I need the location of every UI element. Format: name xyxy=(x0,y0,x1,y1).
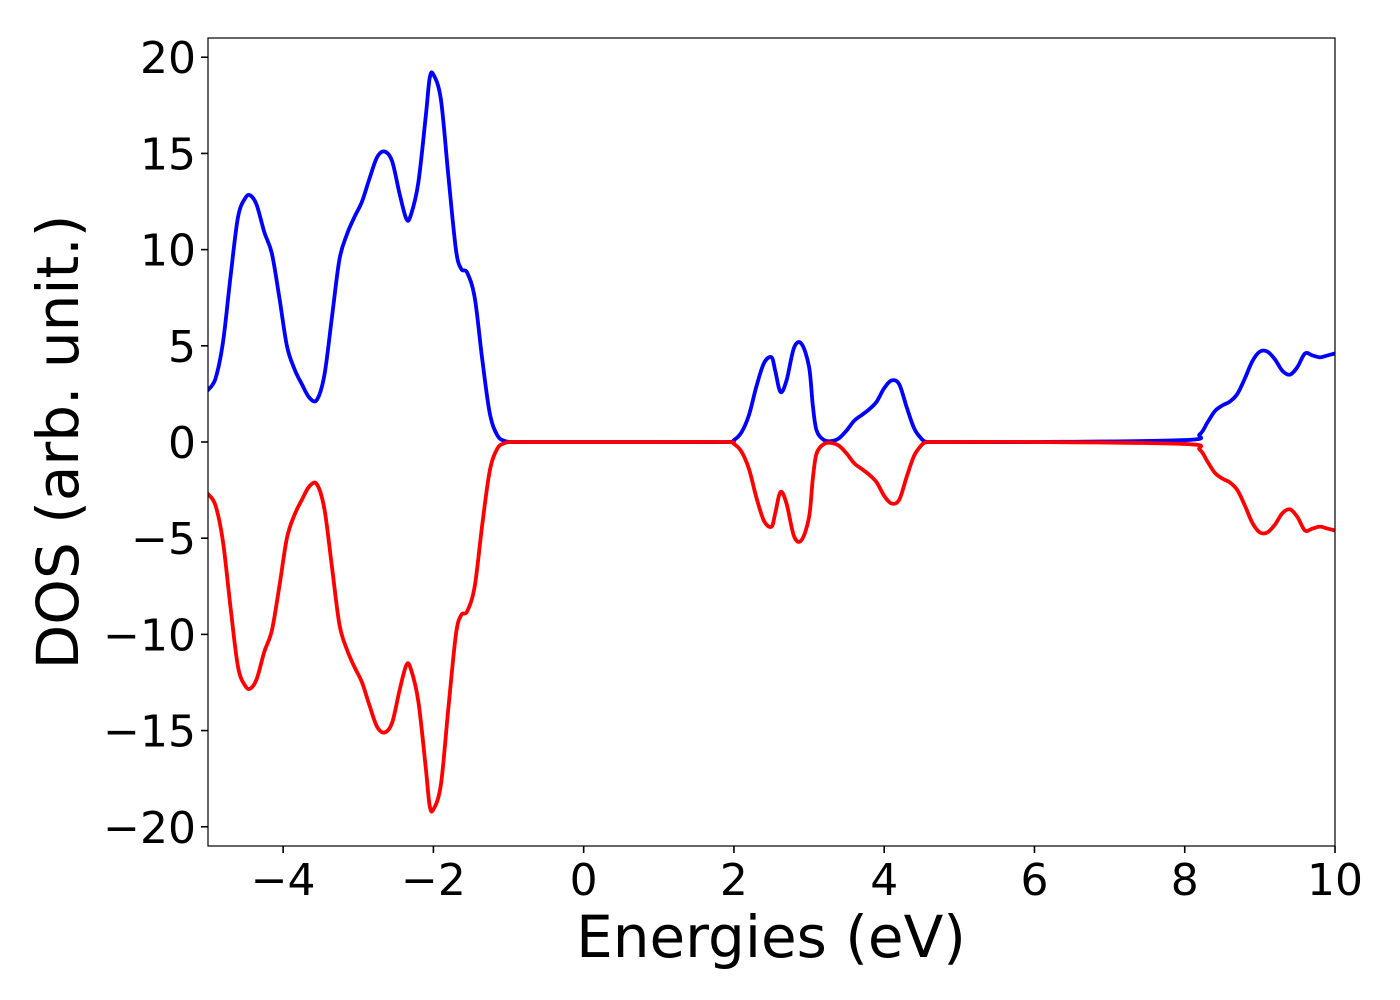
series-layer xyxy=(208,70,1335,814)
x-tick-label: −2 xyxy=(401,855,466,906)
x-axis-label: Energies (eV) xyxy=(576,903,966,971)
y-tick-label: 0 xyxy=(168,418,196,469)
y-tick-label: 10 xyxy=(140,226,196,277)
x-tick-label: 8 xyxy=(1171,855,1199,906)
y-tick-label: −15 xyxy=(103,707,196,758)
y-tick-label: 5 xyxy=(168,322,196,373)
y-axis-ticks: −20 −15 −10 −5 0 5 10 15 20 xyxy=(103,33,208,854)
x-axis-ticks: −4 −2 0 2 4 6 8 10 xyxy=(251,846,1363,906)
y-tick-label: −5 xyxy=(131,514,196,565)
x-tick-label: 6 xyxy=(1020,855,1048,906)
x-tick-label: 2 xyxy=(720,855,748,906)
y-axis-label: DOS (arb. unit.) xyxy=(24,215,92,670)
x-tick-label: 0 xyxy=(570,855,598,906)
y-tick-label: −20 xyxy=(103,803,196,854)
series-line-red xyxy=(208,439,1335,814)
y-tick-label: −10 xyxy=(103,610,196,661)
series-line-blue xyxy=(208,70,1335,445)
x-tick-label: 10 xyxy=(1307,855,1363,906)
y-tick-label: 20 xyxy=(140,33,196,84)
y-tick-label: 15 xyxy=(140,129,196,180)
x-tick-label: 4 xyxy=(870,855,898,906)
x-tick-label: −4 xyxy=(251,855,316,906)
